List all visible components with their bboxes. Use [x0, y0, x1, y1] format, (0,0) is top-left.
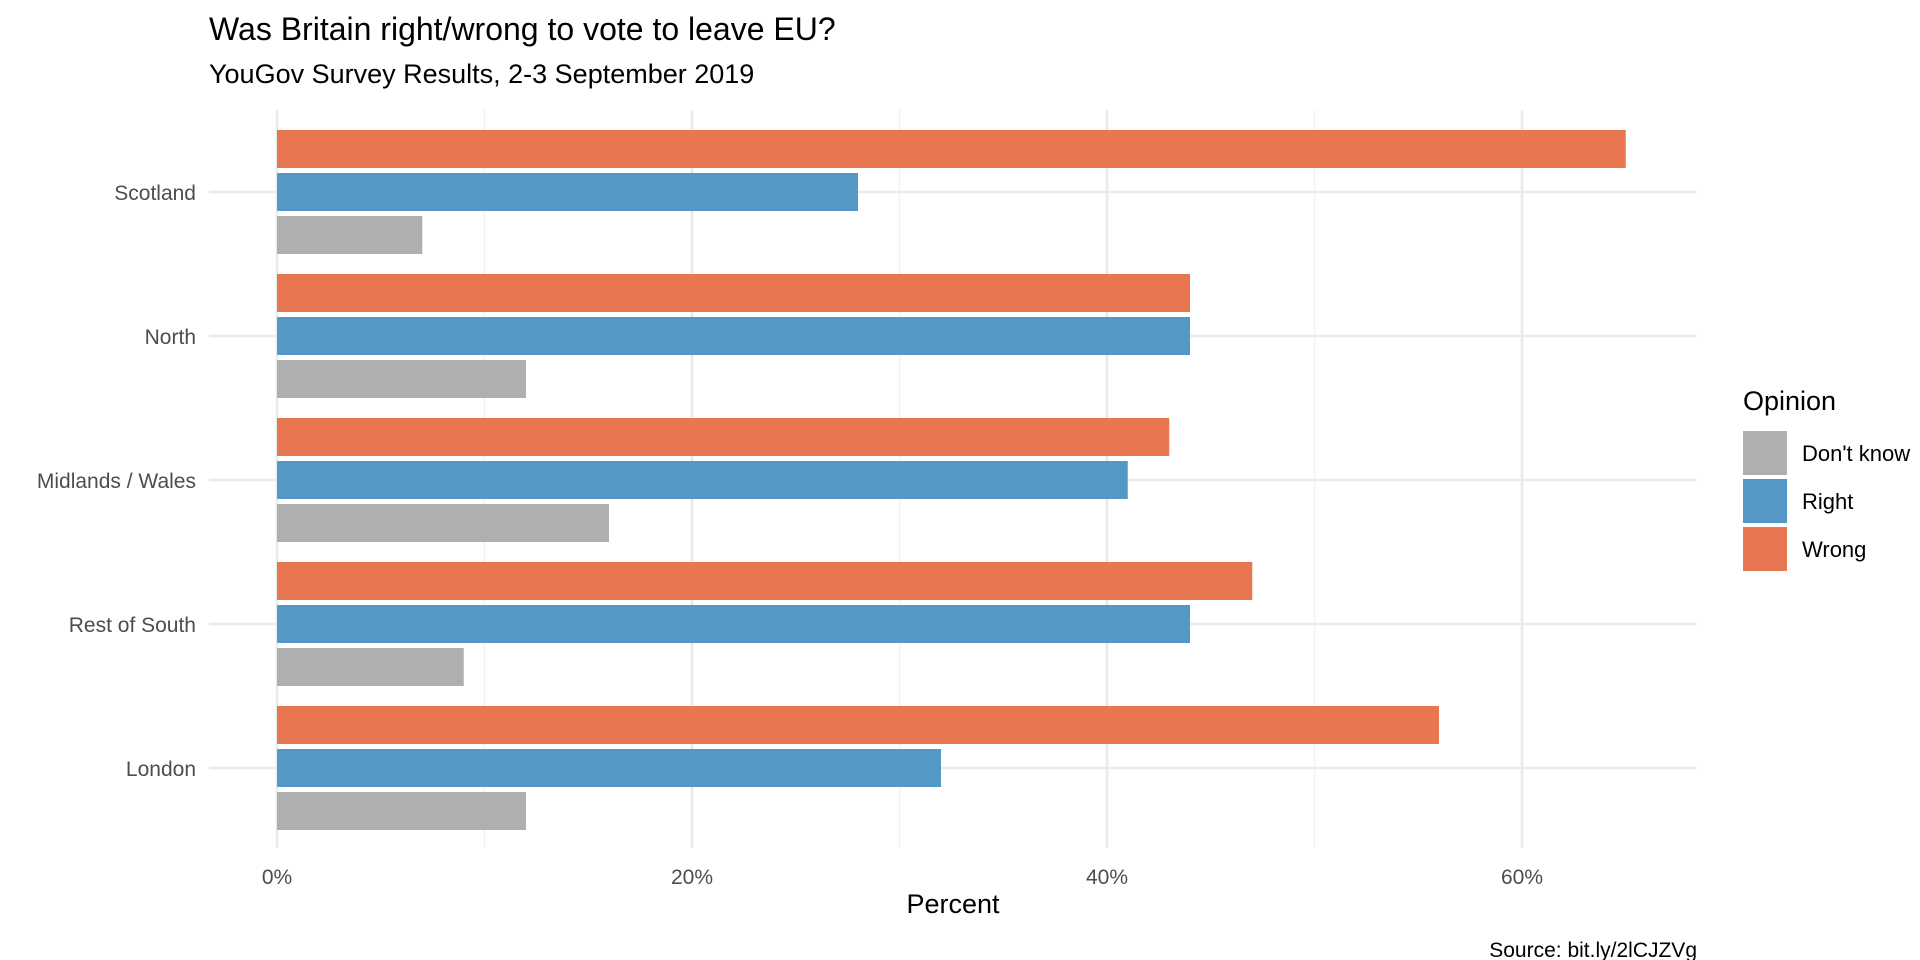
plot-area	[210, 110, 1697, 848]
bar-don-t-know-london	[277, 792, 526, 830]
chart-subtitle: YouGov Survey Results, 2-3 September 201…	[209, 59, 754, 89]
y-tick-label: North	[145, 326, 196, 349]
bar-wrong-rest-of-south	[277, 562, 1253, 600]
x-axis-title: Percent	[906, 889, 1000, 919]
legend-item-right[interactable]: Right	[1743, 479, 1853, 523]
legend-label: Don't know	[1802, 441, 1910, 466]
bar-don-t-know-north	[277, 360, 526, 398]
bar-wrong-north	[277, 274, 1190, 312]
bar-wrong-scotland	[277, 130, 1626, 168]
bar-don-t-know-midlands-wales	[277, 504, 609, 542]
x-tick-label: 60%	[1501, 866, 1543, 889]
y-tick-label: Midlands / Wales	[37, 470, 196, 493]
bar-right-london	[277, 749, 941, 787]
x-tick-label: 20%	[671, 866, 713, 889]
bar-right-scotland	[277, 173, 858, 211]
legend-swatch	[1743, 527, 1787, 571]
x-tick-label: 40%	[1086, 866, 1128, 889]
chart-title: Was Britain right/wrong to vote to leave…	[209, 11, 836, 47]
bar-don-t-know-scotland	[277, 216, 423, 254]
bar-right-rest-of-south	[277, 605, 1190, 643]
y-tick-label: London	[126, 758, 196, 781]
bar-don-t-know-rest-of-south	[277, 648, 464, 686]
bar-right-midlands-wales	[277, 461, 1128, 499]
y-tick-label: Scotland	[114, 182, 196, 205]
bar-wrong-london	[277, 706, 1439, 744]
legend-item-don-t-know[interactable]: Don't know	[1743, 431, 1910, 475]
legend-label: Right	[1802, 489, 1853, 514]
x-axis: 0% 20% 40% 60%	[262, 866, 1543, 889]
legend-swatch	[1743, 431, 1787, 475]
bar-right-north	[277, 317, 1190, 355]
legend[interactable]: Opinion Don't know Right Wrong	[1743, 386, 1910, 571]
legend-label: Wrong	[1802, 537, 1866, 562]
legend-item-wrong[interactable]: Wrong	[1743, 527, 1866, 571]
legend-title: Opinion	[1743, 386, 1836, 416]
bar-wrong-midlands-wales	[277, 418, 1170, 456]
x-tick-label: 0%	[262, 866, 292, 889]
y-tick-label: Rest of South	[69, 614, 196, 637]
bars	[277, 130, 1626, 830]
y-axis: Scotland North Midlands / Wales Rest of Sou…	[37, 182, 229, 781]
legend-swatch	[1743, 479, 1787, 523]
source-caption: Source: bit.ly/2lCJZVg	[1489, 939, 1697, 960]
